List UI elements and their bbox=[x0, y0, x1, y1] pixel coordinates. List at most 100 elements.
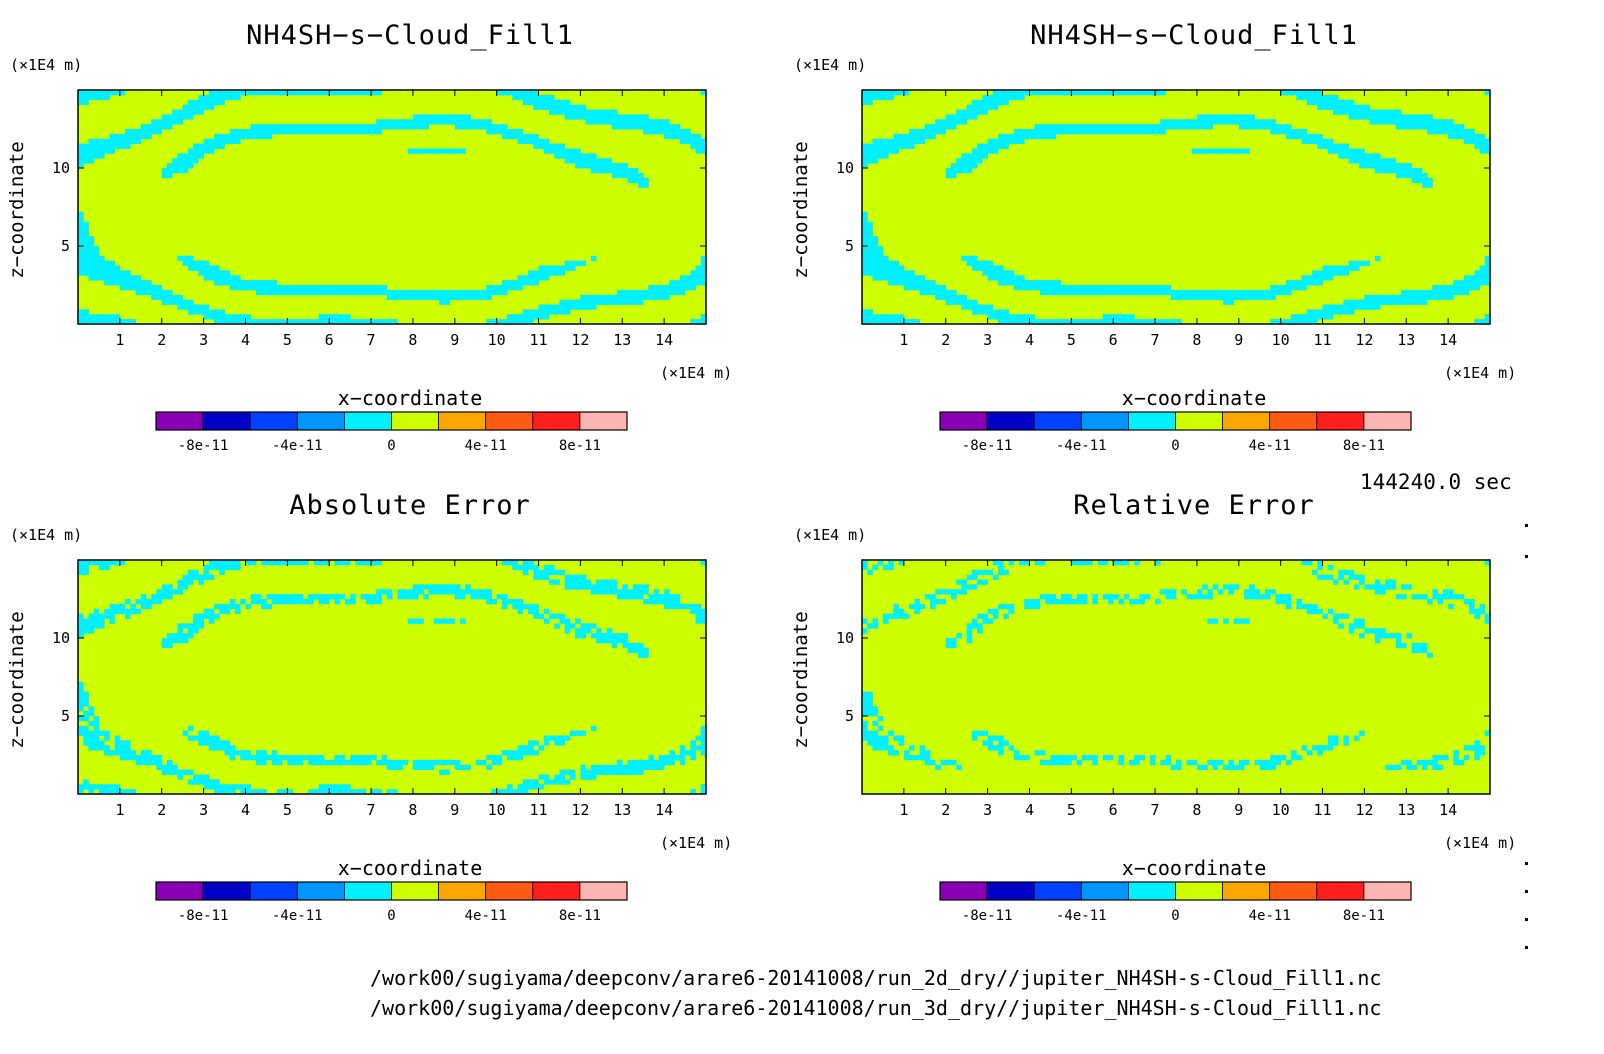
field-cell bbox=[872, 265, 879, 271]
field-cell bbox=[308, 319, 314, 325]
field-cell bbox=[1097, 124, 1104, 130]
field-cell bbox=[700, 618, 707, 624]
field-cell bbox=[862, 711, 868, 717]
field-cell bbox=[371, 594, 377, 600]
field-cell bbox=[1333, 740, 1339, 746]
field-cell bbox=[83, 569, 89, 576]
field-cell bbox=[1390, 163, 1397, 169]
field-cell bbox=[653, 594, 660, 600]
field-cell bbox=[601, 589, 607, 595]
field-cell bbox=[240, 133, 246, 140]
field-cell bbox=[177, 628, 184, 634]
dot-marker bbox=[1525, 862, 1528, 865]
field-cell bbox=[898, 560, 905, 566]
field-cell bbox=[1369, 114, 1376, 120]
field-cell bbox=[323, 759, 330, 766]
field-cell bbox=[1191, 759, 1198, 766]
field-cell bbox=[1463, 138, 1470, 145]
field-cell bbox=[924, 129, 931, 135]
field-cell bbox=[360, 594, 367, 600]
x-tick-label: 12 bbox=[1355, 801, 1373, 819]
field-cell bbox=[648, 119, 655, 125]
field-cell bbox=[585, 153, 592, 159]
field-cell bbox=[1092, 289, 1098, 296]
field-cell bbox=[940, 285, 947, 291]
field-cell bbox=[522, 314, 529, 320]
field-cell bbox=[1479, 148, 1486, 154]
field-cell bbox=[449, 148, 456, 154]
field-cell bbox=[950, 594, 957, 600]
field-cell bbox=[1474, 750, 1480, 756]
field-cell bbox=[1317, 90, 1323, 96]
field-cell bbox=[585, 119, 592, 125]
field-cell bbox=[559, 148, 566, 154]
field-cell bbox=[386, 294, 393, 301]
field-cell bbox=[350, 129, 356, 135]
field-cell bbox=[930, 280, 936, 286]
field-cell bbox=[1327, 99, 1334, 106]
field-cell bbox=[1327, 104, 1334, 110]
field-cell bbox=[449, 589, 456, 595]
field-cell bbox=[611, 119, 618, 125]
colorbar-segment bbox=[1127, 411, 1176, 431]
field-cell bbox=[418, 119, 424, 125]
field-cell bbox=[674, 280, 681, 286]
field-cell bbox=[538, 99, 545, 106]
field-cell bbox=[1008, 319, 1015, 325]
field-cell bbox=[1327, 740, 1334, 746]
field-cell bbox=[601, 299, 607, 305]
field-cell bbox=[606, 579, 613, 585]
field-cell bbox=[893, 138, 900, 145]
field-cell bbox=[637, 299, 644, 305]
field-cell bbox=[637, 584, 644, 590]
field-cell bbox=[992, 143, 999, 149]
field-cell bbox=[418, 618, 424, 624]
colorbar-label: -8e-11 bbox=[962, 438, 1013, 454]
field-cell bbox=[1338, 623, 1344, 629]
field-cell bbox=[512, 314, 518, 320]
field-cell bbox=[1380, 163, 1386, 169]
field-cell bbox=[1186, 124, 1193, 130]
field-cell bbox=[1484, 275, 1491, 281]
field-cell bbox=[292, 124, 299, 130]
field-cell bbox=[125, 599, 131, 605]
field-cell bbox=[350, 124, 356, 130]
field-cell bbox=[439, 589, 445, 595]
field-cell bbox=[1087, 755, 1093, 761]
field-cell bbox=[1437, 289, 1444, 296]
field-cell bbox=[1139, 289, 1145, 296]
field-cell bbox=[559, 143, 566, 149]
field-cell bbox=[862, 314, 868, 320]
field-cell bbox=[119, 90, 126, 96]
field-cell bbox=[1333, 265, 1339, 271]
field-cell bbox=[632, 177, 639, 184]
field-cell bbox=[961, 584, 968, 590]
field-cell bbox=[950, 172, 957, 179]
field-cell bbox=[203, 275, 210, 281]
field-cell bbox=[1364, 584, 1371, 590]
field-cell bbox=[872, 148, 879, 154]
field-cell bbox=[517, 280, 524, 286]
field-cell bbox=[1045, 90, 1051, 96]
field-cell bbox=[224, 133, 231, 140]
x-tick-label: 13 bbox=[613, 331, 631, 349]
colorbar-label: -8e-11 bbox=[178, 908, 229, 924]
field-cell bbox=[313, 560, 320, 566]
field-cell bbox=[1312, 745, 1318, 751]
field-cell bbox=[1364, 294, 1371, 301]
field-cell bbox=[1385, 163, 1391, 169]
field-cell bbox=[606, 764, 613, 771]
field-cell bbox=[538, 569, 545, 576]
field-cell bbox=[187, 148, 194, 154]
field-cell bbox=[606, 109, 613, 115]
field-cell bbox=[517, 745, 524, 751]
field-cell bbox=[585, 294, 592, 301]
field-cell bbox=[1364, 158, 1371, 164]
field-cell bbox=[1317, 94, 1323, 101]
field-cell bbox=[924, 285, 931, 291]
field-cell bbox=[522, 784, 529, 790]
field-cell bbox=[1374, 109, 1381, 115]
field-cell bbox=[1264, 589, 1271, 595]
field-cell bbox=[140, 603, 147, 610]
field-cell bbox=[1291, 280, 1297, 286]
